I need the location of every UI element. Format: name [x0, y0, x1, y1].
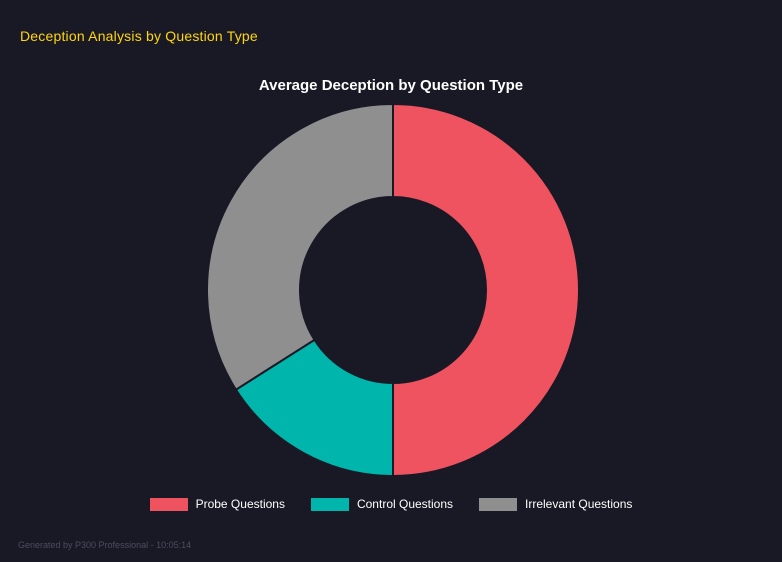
- legend-item-irrelevant-questions[interactable]: Irrelevant Questions: [479, 497, 632, 511]
- chart-title: Average Deception by Question Type: [258, 77, 524, 94]
- donut-chart-area: [205, 102, 581, 478]
- legend-swatch-control-icon: [310, 497, 349, 511]
- legend-label-irrelevant: Irrelevant Questions: [525, 497, 633, 511]
- legend-swatch-probe-icon: [149, 497, 188, 511]
- legend-label-probe: Probe Questions: [195, 497, 285, 511]
- legend-swatch-irrelevant-icon: [479, 497, 518, 511]
- donut-slice-2[interactable]: [206, 102, 394, 392]
- chart-legend: Probe Questions Control Questions Irrele…: [0, 497, 782, 511]
- legend-item-probe-questions[interactable]: Probe Questions: [149, 497, 285, 511]
- legend-label-control: Control Questions: [356, 497, 454, 511]
- footer-watermark: Generated by P300 Professional - 10:05:1…: [18, 540, 192, 550]
- donut-chart[interactable]: [205, 102, 581, 478]
- donut-slice-0[interactable]: [392, 102, 580, 478]
- donut-slice-1[interactable]: [234, 338, 394, 478]
- page-title: Deception Analysis by Question Type: [20, 28, 258, 44]
- legend-item-control-questions[interactable]: Control Questions: [310, 497, 454, 511]
